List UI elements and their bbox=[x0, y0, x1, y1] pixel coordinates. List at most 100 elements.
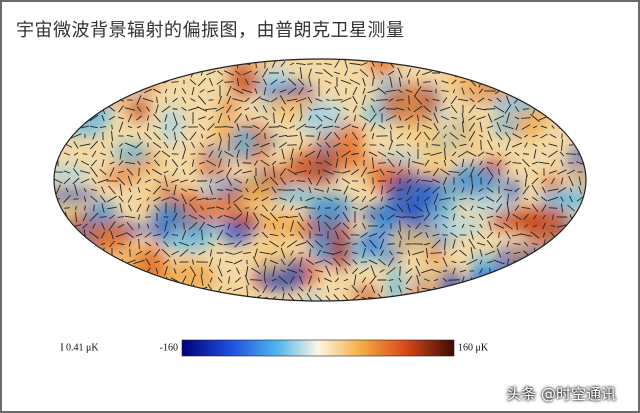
polarization-stick bbox=[252, 222, 260, 230]
polarization-stick bbox=[82, 153, 88, 155]
polarization-stick bbox=[296, 62, 306, 66]
polarization-stick bbox=[351, 267, 359, 275]
polarization-stick bbox=[512, 214, 522, 220]
polarization-stick bbox=[296, 123, 306, 131]
polarization-stick bbox=[333, 142, 341, 148]
polarization-stick bbox=[260, 159, 270, 167]
polarization-stick bbox=[506, 177, 510, 185]
blob bbox=[516, 80, 554, 93]
polarization-stick bbox=[146, 204, 150, 212]
polarization-stick bbox=[324, 222, 332, 230]
polarization-stick bbox=[262, 284, 268, 294]
polarization-stick bbox=[91, 288, 97, 290]
polarization-stick bbox=[488, 221, 492, 231]
polarization-stick bbox=[125, 286, 135, 292]
polarization-stick bbox=[127, 293, 133, 301]
polarization-stick bbox=[344, 268, 348, 274]
polarization-stick bbox=[244, 222, 250, 230]
polarization-stick bbox=[82, 267, 88, 275]
polarization-stick bbox=[417, 169, 419, 175]
blob bbox=[301, 292, 322, 301]
polarization-stick bbox=[136, 177, 142, 185]
polarization-stick bbox=[246, 285, 248, 293]
polarization-stick bbox=[65, 231, 69, 239]
polarization-stick bbox=[389, 285, 393, 293]
polarization-stick bbox=[567, 283, 575, 295]
polarization-stick bbox=[225, 188, 233, 192]
polarization-stick bbox=[136, 125, 142, 129]
polarization-stick bbox=[127, 151, 133, 157]
polarization-stick bbox=[124, 80, 136, 84]
polarization-stick bbox=[477, 167, 485, 177]
polarization-stick bbox=[451, 224, 457, 228]
polarization-stick bbox=[524, 167, 528, 177]
polarization-stick bbox=[576, 216, 584, 218]
polarization-stick bbox=[216, 79, 224, 85]
polarization-stick bbox=[478, 134, 484, 138]
polarization-stick bbox=[314, 260, 324, 264]
blob bbox=[113, 142, 150, 164]
polarization-stick bbox=[351, 152, 359, 156]
polarization-stick bbox=[390, 130, 392, 142]
polarization-stick bbox=[450, 95, 458, 105]
polarization-stick bbox=[557, 187, 567, 193]
polarization-stick bbox=[378, 231, 386, 239]
polarization-stick bbox=[380, 196, 384, 202]
polarization-stick bbox=[127, 71, 133, 75]
blob bbox=[426, 246, 443, 263]
polarization-stick bbox=[334, 59, 340, 69]
polarization-stick bbox=[234, 140, 242, 150]
polarization-stick bbox=[568, 267, 574, 275]
polarization-stick bbox=[208, 77, 214, 87]
polarization-stick bbox=[398, 159, 402, 167]
polarization-stick bbox=[111, 124, 113, 130]
polarization-stick bbox=[486, 260, 494, 264]
polarization-stick bbox=[486, 206, 494, 210]
polarization-stick bbox=[476, 242, 486, 246]
polarization-stick bbox=[180, 131, 188, 141]
polarization-stick bbox=[135, 233, 143, 237]
polarization-stick bbox=[250, 279, 262, 281]
polarization-stick bbox=[324, 80, 332, 84]
polarization-stick bbox=[515, 123, 519, 131]
polarization-stick bbox=[201, 267, 203, 275]
polarization-stick bbox=[281, 70, 285, 76]
polarization-stick bbox=[299, 131, 303, 141]
polarization-stick bbox=[188, 214, 198, 220]
polarization-stick bbox=[433, 162, 439, 164]
polarization-stick bbox=[495, 131, 503, 141]
polarization-stick bbox=[182, 115, 186, 121]
polarization-stick bbox=[252, 286, 260, 292]
polarization-stick bbox=[484, 250, 496, 256]
polarization-stick bbox=[352, 143, 358, 147]
polarization-stick bbox=[90, 195, 98, 203]
blob bbox=[59, 92, 111, 137]
polarization-stick bbox=[73, 98, 79, 102]
polarization-stick bbox=[209, 277, 213, 283]
polarization-stick bbox=[577, 98, 583, 102]
polarization-stick bbox=[137, 132, 141, 140]
polarization-stick bbox=[152, 185, 162, 195]
polarization-stick bbox=[343, 143, 349, 147]
polarization-stick bbox=[523, 97, 529, 103]
polarization-stick bbox=[127, 195, 133, 203]
polarization-stick bbox=[83, 77, 87, 87]
polarization-stick bbox=[216, 229, 224, 241]
polarization-stick bbox=[135, 250, 143, 256]
polarization-stick bbox=[423, 213, 431, 221]
polarization-stick bbox=[397, 67, 403, 79]
blob bbox=[54, 59, 72, 66]
polarization-stick bbox=[286, 215, 298, 219]
polarization-stick bbox=[316, 142, 322, 148]
polarization-stick bbox=[557, 70, 567, 76]
polarization-stick bbox=[461, 158, 465, 168]
polarization-stick bbox=[417, 78, 419, 86]
polarization-stick bbox=[290, 220, 294, 232]
polarization-stick bbox=[487, 130, 493, 142]
polarization-stick bbox=[306, 293, 314, 301]
polarization-stick bbox=[191, 159, 195, 167]
polarization-stick bbox=[381, 79, 383, 85]
polarization-stick bbox=[568, 69, 574, 77]
blob bbox=[556, 79, 586, 112]
polarization-stick bbox=[245, 78, 249, 86]
